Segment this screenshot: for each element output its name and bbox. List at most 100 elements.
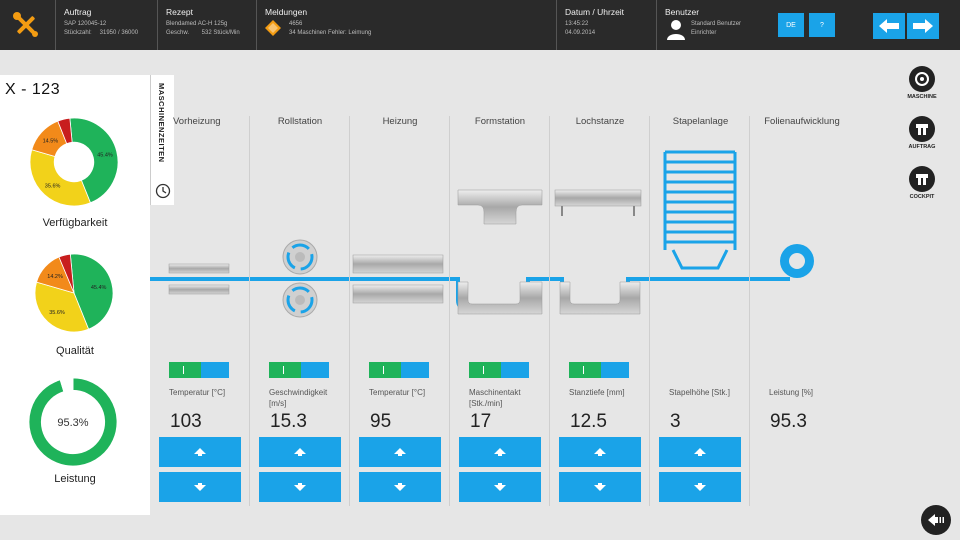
decrease-button-stapelanlage[interactable] <box>659 472 741 502</box>
station-title-vorheizung: Vorheizung <box>173 116 221 127</box>
arrow-down-icon <box>494 483 506 491</box>
availability-label: Verfügbarkeit <box>42 217 108 229</box>
donut-segment <box>59 377 74 393</box>
increase-button-stapelanlage[interactable] <box>659 437 741 467</box>
param-value-stapelanlage: 3 <box>670 411 681 432</box>
user-role: Einrichter <box>691 30 717 36</box>
machine-times-tab-label: MASCHINENZEITEN <box>157 83 166 163</box>
status-bar-heizung <box>369 362 429 378</box>
availability-donut[interactable]: 45.4% 35.6% 14.5% <box>29 117 119 207</box>
benutzer-title: Benutzer <box>665 7 700 17</box>
auftrag-count: Stückzahl: 31950 / 36000 <box>64 30 155 36</box>
param-label-lochstanze: Stanztiefe [mm] <box>569 388 625 397</box>
nav-back-button[interactable] <box>873 13 905 39</box>
help-button[interactable]: ? <box>809 13 835 37</box>
status-bar-formstation <box>469 362 529 378</box>
rezept-name: Blendamed AC-H 125g <box>166 21 228 27</box>
donut-segment <box>29 149 91 207</box>
decrease-button-lochstanze[interactable] <box>559 472 641 502</box>
nav-maschine-label: MASCHINE <box>907 94 937 100</box>
time-value: 13:45:22 <box>565 21 589 27</box>
donut-segment <box>69 253 114 330</box>
arrow-up-icon <box>694 448 706 456</box>
nav-cockpit-label: COCKPIT <box>909 194 935 200</box>
param-value-lochstanze: 12.5 <box>570 411 607 432</box>
auftrag-title: Auftrag <box>64 7 92 17</box>
increase-button-lochstanze[interactable] <box>559 437 641 467</box>
decrease-button-vorheizung[interactable] <box>159 472 241 502</box>
station-title-folienaufwicklung: Folienaufwicklung <box>764 116 840 127</box>
performance-donut[interactable]: 95.3% <box>28 377 118 467</box>
donut-segment-label: 14.2% <box>47 274 63 280</box>
nav-auftrag[interactable]: AUFTRAG <box>900 116 944 150</box>
param-label-folienaufwicklung: Leistung [%] <box>769 388 814 397</box>
header-rezept[interactable]: Rezept Blendamed AC-H 125g Geschw. 532 S… <box>157 0 255 50</box>
column-separator <box>749 116 750 506</box>
speed-key: Geschw. <box>166 30 190 36</box>
language-button[interactable]: DE <box>778 13 804 37</box>
date-value: 04.09.2014 <box>565 30 596 36</box>
decrease-button-heizung[interactable] <box>359 472 441 502</box>
quality-donut[interactable]: 45.4% 35.6% 14.2% <box>34 253 114 333</box>
header-meldungen[interactable]: Meldungen 4656 34 Maschinen Fehler: Leim… <box>256 0 456 50</box>
nav-auftrag-label: AUFTRAG <box>908 144 936 150</box>
decrease-button-formstation[interactable] <box>459 472 541 502</box>
count-value: 31950 / 36000 <box>99 30 139 36</box>
nav-cockpit[interactable]: COCKPIT <box>900 166 944 200</box>
increase-button-rollstation[interactable] <box>259 437 341 467</box>
arrow-up-icon <box>394 448 406 456</box>
param-value-rollstation: 15.3 <box>270 411 307 432</box>
count-key: Stückzahl: <box>64 30 92 36</box>
param-value-vorheizung: 103 <box>170 411 202 432</box>
nav-forward-button[interactable] <box>907 13 939 39</box>
param-label-formstation: Maschinentakt [Stk./min] <box>469 388 521 408</box>
column-separator <box>249 116 250 506</box>
column-separator <box>449 116 450 506</box>
station-title-rollstation: Rollstation <box>277 116 323 127</box>
warning-stack-icon <box>265 20 281 36</box>
decrease-button-rollstation[interactable] <box>259 472 341 502</box>
datum-title: Datum / Uhrzeit <box>565 7 625 17</box>
param-label-stapelanlage: Stapelhöhe [Stk.] <box>669 388 730 397</box>
param-value-folienaufwicklung: 95.3 <box>770 411 807 432</box>
speed-value: 532 Stück/Min <box>201 30 240 36</box>
meldungen-title: Meldungen <box>265 7 308 17</box>
tools-logo[interactable] <box>0 0 52 50</box>
arrow-right-icon <box>913 19 933 33</box>
station-title-lochstanze: Lochstanze <box>575 116 625 127</box>
rezept-title: Rezept <box>166 7 193 17</box>
wrench-screwdriver-icon <box>13 12 38 37</box>
arrow-down-icon <box>594 483 606 491</box>
donut-segment <box>58 253 75 294</box>
cockpit-icon <box>909 166 935 192</box>
donut-segment-label: 35.6% <box>49 310 65 316</box>
station-title-heizung: Heizung <box>382 116 418 127</box>
arrow-left-icon <box>879 19 899 33</box>
status-bar-vorheizung <box>169 362 229 378</box>
param-value-heizung: 95 <box>370 411 392 432</box>
quality-label: Qualität <box>56 345 94 357</box>
performance-label: Leistung <box>54 473 96 485</box>
header-auftrag[interactable]: Auftrag SAP 120045-12 Stückzahl: 31950 /… <box>55 0 155 50</box>
donut-segment <box>28 377 118 467</box>
donut-segment-label: 35.6% <box>45 184 61 190</box>
arrow-down-icon <box>694 483 706 491</box>
status-bar-rollstation <box>269 362 329 378</box>
arrow-down-icon <box>294 483 306 491</box>
back-button[interactable] <box>921 505 951 535</box>
user-icon <box>667 20 685 40</box>
meldungen-text: 34 Maschinen Fehler: Leimung <box>289 30 372 36</box>
arrow-up-icon <box>294 448 306 456</box>
increase-button-vorheizung[interactable] <box>159 437 241 467</box>
arrow-up-icon <box>194 448 206 456</box>
arrow-up-icon <box>594 448 606 456</box>
machine-times-tab[interactable]: MASCHINENZEITEN <box>150 75 174 205</box>
nav-maschine[interactable]: MASCHINE <box>900 66 944 100</box>
donut-segment <box>57 117 73 145</box>
header-benutzer[interactable]: Benutzer Standard Benutzer Einrichter <box>656 0 856 50</box>
param-label-vorheizung: Temperatur [°C] <box>169 388 226 397</box>
increase-button-formstation[interactable] <box>459 437 541 467</box>
arrow-down-icon <box>194 483 206 491</box>
increase-button-heizung[interactable] <box>359 437 441 467</box>
machine-icon <box>909 66 935 92</box>
